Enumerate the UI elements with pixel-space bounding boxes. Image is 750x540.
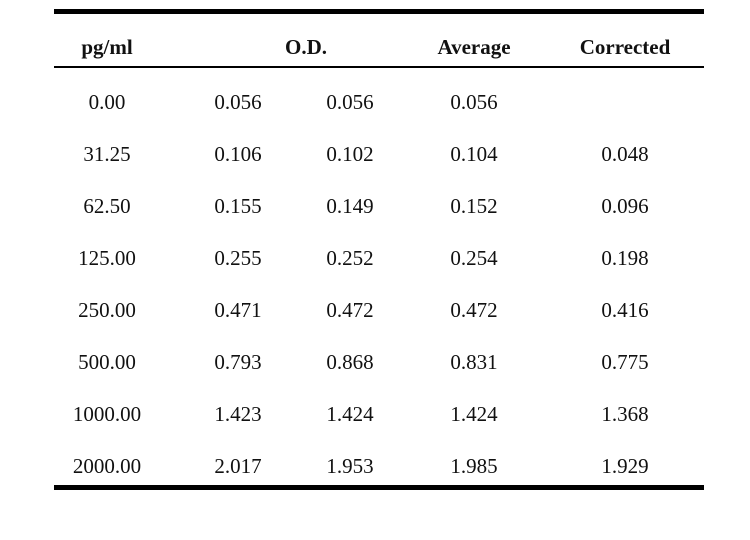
table-cell-od-1: 0.056 xyxy=(214,90,262,114)
header-corrected: Corrected xyxy=(579,35,671,59)
table-cell-average: 0.254 xyxy=(450,246,498,270)
header-average: Average xyxy=(437,35,511,59)
table-cell-concentration: 500.00 xyxy=(78,350,136,374)
table-cell-od-2: 0.252 xyxy=(326,246,374,270)
header-od: O.D. xyxy=(285,35,327,59)
table-cell-corrected: 1.368 xyxy=(601,402,649,426)
table-cell-od-1: 0.255 xyxy=(214,246,262,270)
table-cell-average: 0.472 xyxy=(450,298,498,322)
table-cell-od-2: 0.102 xyxy=(326,142,374,166)
table-cell-od-2: 1.953 xyxy=(326,454,374,478)
table-cell-average: 0.056 xyxy=(450,90,498,114)
table-cell-concentration: 125.00 xyxy=(78,246,136,270)
table-cell-corrected: 0.198 xyxy=(601,246,649,270)
table-cell-corrected: 0.775 xyxy=(601,350,649,374)
table-cell-od-1: 1.423 xyxy=(214,402,262,426)
table-cell-average: 0.831 xyxy=(450,350,498,374)
table-cell-corrected: 0.096 xyxy=(601,194,649,218)
table-cell-concentration: 31.25 xyxy=(83,142,131,166)
table-cell-od-2: 0.149 xyxy=(326,194,374,218)
table-cell-concentration: 62.50 xyxy=(83,194,131,218)
table-header-rule xyxy=(54,66,704,68)
table-cell-od-2: 0.056 xyxy=(326,90,374,114)
od-data-table: pg/ml O.D. Average Corrected 0.00 0.056 … xyxy=(54,0,704,540)
table-cell-od-1: 2.017 xyxy=(214,454,262,478)
table-bottom-rule xyxy=(54,485,704,490)
table-cell-concentration: 1000.00 xyxy=(72,402,142,426)
table-cell-od-2: 0.868 xyxy=(326,350,374,374)
table-cell-concentration: 0.00 xyxy=(88,90,126,114)
table-cell-od-1: 0.793 xyxy=(214,350,262,374)
table-cell-od-2: 1.424 xyxy=(326,402,374,426)
table-cell-average: 0.104 xyxy=(450,142,498,166)
table-cell-average: 1.985 xyxy=(450,454,498,478)
table-cell-od-1: 0.155 xyxy=(214,194,262,218)
table-cell-od-2: 0.472 xyxy=(326,298,374,322)
table-cell-corrected: 1.929 xyxy=(601,454,649,478)
header-concentration: pg/ml xyxy=(81,35,133,59)
table-cell-corrected: 0.048 xyxy=(601,142,649,166)
table-cell-average: 0.152 xyxy=(450,194,498,218)
table-cell-corrected: 0.416 xyxy=(601,298,649,322)
table-cell-average: 1.424 xyxy=(450,402,498,426)
table-cell-od-1: 0.106 xyxy=(214,142,262,166)
table-top-rule xyxy=(54,9,704,14)
table-cell-od-1: 0.471 xyxy=(214,298,262,322)
table-cell-concentration: 2000.00 xyxy=(72,454,142,478)
table-cell-concentration: 250.00 xyxy=(78,298,136,322)
